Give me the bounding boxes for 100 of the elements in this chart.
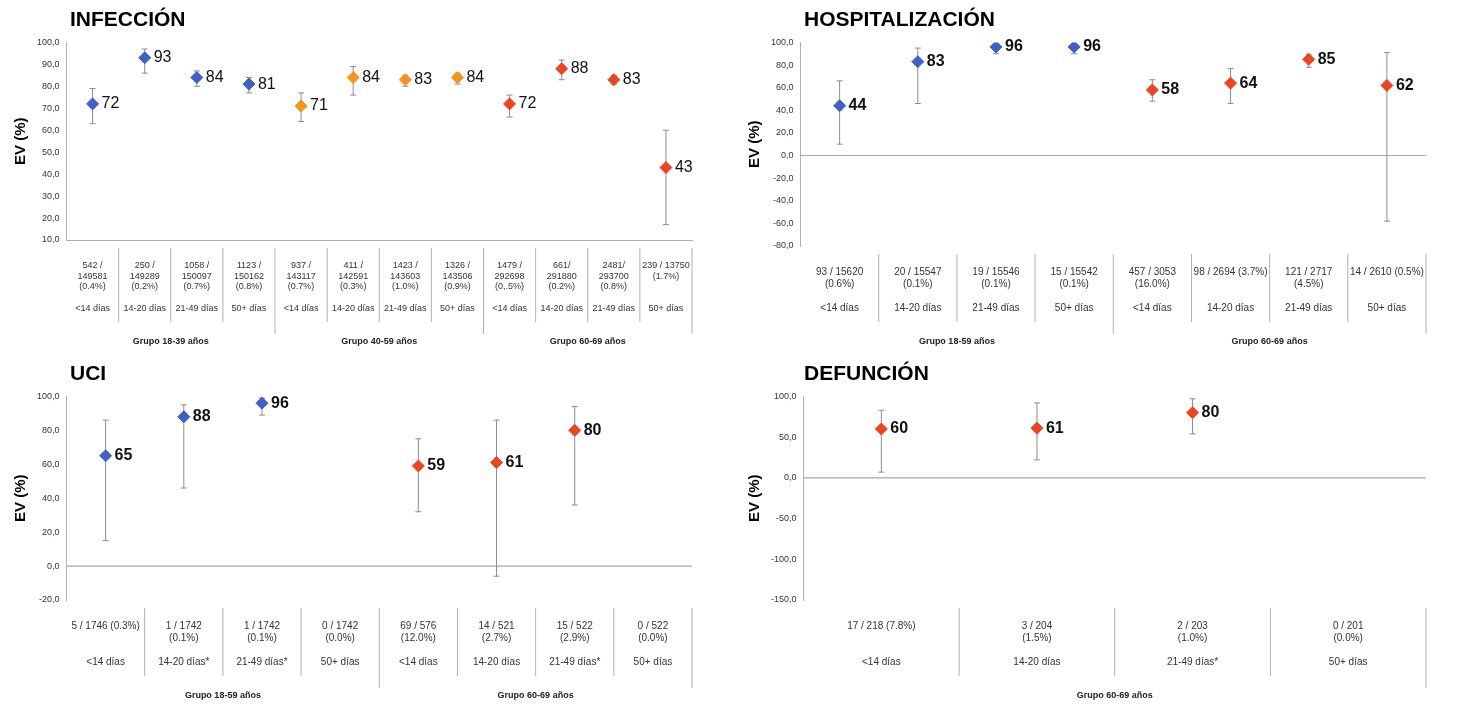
category-label: 14 / 521 (2.7%) 14-20 días bbox=[472, 619, 521, 667]
category-label: 20 / 15547 (0.1%) 14-20 días bbox=[894, 265, 942, 313]
text: Grupo 60-69 años bbox=[1076, 689, 1153, 700]
data-label: 84 bbox=[362, 67, 381, 85]
y-tick-label: -20,0 bbox=[773, 172, 794, 183]
point bbox=[833, 99, 847, 113]
data-label: 65 bbox=[114, 446, 133, 464]
category-label: 250 / 149289 (0.2%) 14-20 días bbox=[123, 259, 166, 314]
y-tick-label: 10,0 bbox=[41, 234, 60, 245]
y-tick-label: 50,0 bbox=[778, 431, 797, 442]
category-label: 15 / 522 (2.9%) 21-49 días* bbox=[549, 619, 601, 667]
category-label: 5 / 1746 (0.3%) <14 días bbox=[71, 619, 140, 667]
y-axis-title: EV (%) bbox=[11, 474, 29, 522]
y-tick-label: -60,0 bbox=[773, 217, 794, 228]
text: Grupo 60-69 años bbox=[549, 335, 626, 346]
category-label: 3 / 204 (1.5%) 14-20 días bbox=[1013, 619, 1061, 667]
point bbox=[177, 410, 191, 424]
y-tick-label: 60,0 bbox=[41, 458, 60, 469]
y-axis-title: EV (%) bbox=[11, 117, 29, 165]
data-label: 44 bbox=[848, 96, 867, 114]
point bbox=[1145, 83, 1159, 97]
category-label: 2 / 203 (1.0%) 21-49 días* bbox=[1166, 619, 1219, 667]
point bbox=[490, 456, 504, 470]
data-label: 59 bbox=[427, 456, 446, 474]
y-tick-label: 90,0 bbox=[41, 58, 60, 69]
category-label: 0 / 1742 (0.0%) 50+ días bbox=[320, 619, 360, 667]
y-tick-label: 100,0 bbox=[36, 390, 60, 401]
y-tick-label: 0,0 bbox=[781, 150, 794, 160]
y-axis-title: EV (%) bbox=[745, 474, 763, 522]
category-label: 937 / 143117 (0.7%) <14 días bbox=[283, 259, 319, 314]
category-label: 2481/ 293700 (0.8%) 21-49 días bbox=[592, 259, 636, 314]
point bbox=[138, 51, 152, 65]
category-label: 542 / 149581 (0.4%) <14 días bbox=[75, 259, 110, 314]
data-label: 81 bbox=[257, 74, 276, 92]
y-tick-label: 70,0 bbox=[41, 102, 60, 113]
data-label: 58 bbox=[1161, 80, 1180, 98]
point bbox=[911, 55, 925, 69]
data-label: 80 bbox=[1201, 403, 1220, 421]
y-tick-label: 0,0 bbox=[784, 472, 797, 483]
data-label: 85 bbox=[1317, 49, 1336, 67]
data-label: 88 bbox=[570, 59, 589, 77]
point bbox=[555, 62, 569, 76]
point bbox=[1186, 406, 1200, 420]
y-tick-label: 80,0 bbox=[41, 80, 60, 91]
y-tick-label: 0,0 bbox=[47, 560, 60, 571]
y-tick-label: 80,0 bbox=[41, 424, 60, 435]
y-tick-label: 100,0 bbox=[773, 390, 797, 401]
category-label: 93 / 15620 (0.6%) <14 días bbox=[815, 265, 864, 313]
y-tick-label: -150,0 bbox=[770, 594, 797, 605]
category-label: 14 / 2610 (0.5%) 50+ días bbox=[1349, 265, 1424, 313]
y-tick-label: 100,0 bbox=[36, 36, 60, 47]
point bbox=[659, 161, 673, 175]
data-label: 83 bbox=[926, 52, 945, 70]
point bbox=[411, 459, 425, 473]
data-label: 80 bbox=[583, 420, 602, 438]
data-label: 43 bbox=[674, 157, 693, 175]
category-label: 0 / 201 (0.0%) 50+ días bbox=[1328, 619, 1368, 667]
data-label: 88 bbox=[192, 407, 211, 425]
data-label: 64 bbox=[1239, 73, 1258, 91]
text: Grupo 40-59 años bbox=[341, 335, 418, 346]
data-label: 83 bbox=[622, 70, 641, 88]
chart-title: INFECCIÓN bbox=[69, 6, 187, 32]
category-label: 1 / 1742 (0.1%) 21-49 días* bbox=[236, 619, 288, 667]
point bbox=[503, 97, 517, 111]
y-tick-label: -20,0 bbox=[39, 594, 60, 605]
data-label: 96 bbox=[1083, 37, 1102, 55]
y-tick-label: 20,0 bbox=[775, 127, 794, 138]
y-tick-label: 60,0 bbox=[41, 124, 60, 135]
y-tick-label: 50,0 bbox=[41, 146, 60, 157]
data-label: 96 bbox=[270, 393, 289, 411]
category-label: 411 / 142591 (0.3%) 14-20 días bbox=[331, 259, 375, 314]
data-label: 72 bbox=[518, 94, 537, 112]
y-tick-label: 60,0 bbox=[775, 82, 794, 93]
text: Grupo 60-69 años bbox=[497, 689, 574, 700]
point bbox=[1380, 78, 1394, 92]
point bbox=[1224, 76, 1238, 90]
data-label: 61 bbox=[505, 452, 524, 470]
point bbox=[1030, 421, 1044, 435]
point bbox=[86, 97, 100, 111]
category-label: 1326 / 143506 (0.9%) 50+ días bbox=[440, 259, 475, 314]
category-label: 98 / 2694 (3.7%) 14-20 días bbox=[1193, 265, 1268, 313]
y-tick-label: 80,0 bbox=[775, 59, 794, 70]
chart-title: DEFUNCIÓN bbox=[803, 360, 930, 386]
category-label: 1058 / 150097 (0.7%) 21-49 días bbox=[175, 259, 219, 314]
chart-title: UCI bbox=[69, 360, 108, 386]
category-label: 0 / 522 (0.0%) 50+ días bbox=[633, 619, 673, 667]
category-label: 661/ 291880 (0.2%) 14-20 días bbox=[540, 259, 583, 314]
y-tick-label: 20,0 bbox=[41, 526, 60, 537]
data-label: 62 bbox=[1395, 75, 1414, 93]
data-label: 93 bbox=[153, 48, 172, 66]
category-label: 239 / 13750 (1.7%) 50+ días bbox=[642, 259, 690, 314]
y-tick-label: 20,0 bbox=[41, 212, 60, 223]
category-label: 1479 / 292698 (0,.5%) <14 días bbox=[492, 259, 527, 314]
data-label: 60 bbox=[890, 419, 909, 437]
y-tick-label: 30,0 bbox=[41, 190, 60, 201]
category-label: 69 / 576 (12.0%) <14 días bbox=[399, 619, 438, 667]
point bbox=[874, 422, 888, 436]
text: Grupo 18-59 años bbox=[184, 689, 261, 700]
y-tick-label: 40,0 bbox=[41, 168, 60, 179]
y-tick-label: -100,0 bbox=[770, 553, 797, 564]
